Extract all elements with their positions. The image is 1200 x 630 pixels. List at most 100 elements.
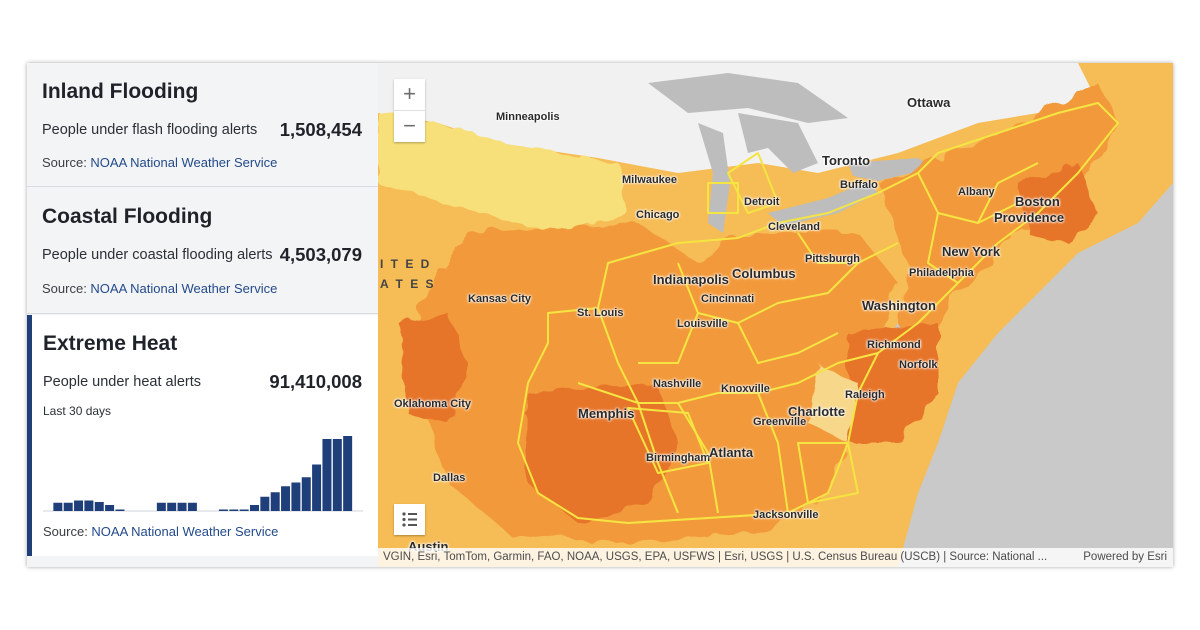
city-label-chicago: Chicago: [636, 209, 680, 221]
chart-bar[interactable]: [94, 502, 104, 511]
chart-bar[interactable]: [177, 502, 187, 511]
source-line: Source: NOAA National Weather Service: [43, 524, 278, 539]
chart-bar[interactable]: [343, 436, 353, 511]
city-label-memphis: Memphis: [578, 406, 635, 421]
chart-bar[interactable]: [74, 500, 84, 512]
chart-period-label: Last 30 days: [43, 404, 112, 418]
city-label-kansas-city: Kansas City: [468, 293, 531, 305]
metric-value: 91,410,008: [269, 371, 362, 392]
city-label-jacksonville: Jacksonville: [753, 509, 819, 521]
chart-bar[interactable]: [105, 505, 115, 511]
heat-alerts-bar-chart: [43, 436, 363, 512]
extreme-heat-card[interactable]: Extreme Heat People under heat alerts 91…: [27, 315, 378, 556]
chart-bar[interactable]: [270, 492, 280, 511]
city-label-milwaukee: Milwaukee: [622, 174, 678, 186]
attribution-text[interactable]: VGIN, Esri, TomTom, Garmin, FAO, NOAA, U…: [383, 551, 1048, 563]
northeast-heat-zone: [878, 83, 1118, 363]
map-canvas[interactable]: I T E D A T E S: [378, 63, 1173, 567]
zoom-in-button[interactable]: +: [394, 79, 425, 111]
city-label-cincinnati: Cincinnati: [701, 293, 755, 305]
chart-bar[interactable]: [239, 509, 249, 512]
city-label-birmingham: Birmingham: [646, 452, 711, 464]
country-label-line1: I T E D: [380, 257, 431, 271]
city-label-buffalo: Buffalo: [840, 179, 878, 191]
city-label-pittsburgh: Pittsburgh: [805, 253, 860, 265]
city-label-washington: Washington: [862, 298, 936, 313]
source-link[interactable]: NOAA National Weather Service: [90, 281, 278, 296]
source-link[interactable]: NOAA National Weather Service: [90, 155, 278, 170]
chart-bar[interactable]: [312, 464, 322, 512]
extreme-heat-zone-1: [398, 313, 468, 423]
chart-bar[interactable]: [322, 439, 332, 511]
source-prefix: Source:: [43, 524, 92, 539]
city-label-oklahoma-city: Oklahoma City: [394, 398, 472, 410]
city-label-st-louis: St. Louis: [577, 307, 624, 319]
city-label-dallas: Dallas: [433, 472, 466, 484]
map-attribution-bar: VGIN, Esri, TomTom, Garmin, FAO, NOAA, U…: [378, 548, 1173, 567]
city-label-atlanta: Atlanta: [709, 445, 754, 460]
city-label-charlotte: Charlotte: [788, 404, 846, 419]
app-frame: Inland Flooding People under flash flood…: [27, 63, 1173, 567]
city-label-knoxville: Knoxville: [721, 383, 770, 395]
inland-flooding-card[interactable]: Inland Flooding People under flash flood…: [27, 63, 378, 187]
extreme-heat-zone-3: [848, 323, 938, 443]
city-label-cleveland: Cleveland: [768, 221, 820, 233]
metric-label: People under flash flooding alerts: [42, 122, 258, 138]
chart-bar[interactable]: [63, 502, 73, 511]
chart-bar[interactable]: [84, 500, 94, 512]
chart-bar[interactable]: [301, 477, 311, 511]
appalachian-light-zone: [808, 363, 858, 443]
source-prefix: Source:: [42, 281, 91, 296]
chart-bar[interactable]: [53, 502, 63, 511]
chart-bar[interactable]: [260, 496, 270, 511]
map-view[interactable]: I T E D A T E S Ottawa Minneapolis Toron…: [378, 63, 1173, 567]
city-label-toronto: Toronto: [822, 153, 871, 168]
canada-region: [378, 63, 1098, 173]
city-label-richmond: Richmond: [867, 339, 921, 351]
city-label-greenville: Greenville: [753, 416, 807, 428]
city-label-nashville: Nashville: [653, 378, 702, 390]
coastal-flooding-card[interactable]: Coastal Flooding People under coastal fl…: [27, 188, 378, 314]
extreme-heat-zone-2: [528, 383, 678, 523]
legend-button[interactable]: [394, 504, 425, 535]
chart-bar[interactable]: [218, 509, 228, 512]
lake-erie: [768, 181, 878, 226]
extreme-heat-zone-4: [1018, 163, 1098, 243]
powered-by-esri[interactable]: Powered by Esri: [1083, 551, 1167, 563]
source-line: Source: NOAA National Weather Service: [42, 281, 277, 296]
lake-ontario: [848, 158, 933, 181]
chart-bar[interactable]: [281, 486, 291, 511]
chart-bar[interactable]: [115, 509, 125, 512]
chart-bar[interactable]: [229, 509, 239, 512]
alert-area-outlines: [517, 102, 1119, 524]
city-label-ottawa: Ottawa: [907, 95, 951, 110]
metric-label: People under coastal flooding alerts: [42, 247, 273, 263]
metric-row: People under flash flooding alerts 1,508…: [42, 119, 362, 143]
source-prefix: Source:: [42, 155, 91, 170]
city-label-providence: Providence: [994, 210, 1065, 225]
city-label-minneapolis: Minneapolis: [496, 111, 560, 123]
chart-bar[interactable]: [187, 502, 197, 511]
city-label-philadelphia: Philadelphia: [909, 267, 974, 279]
metric-row: People under coastal flooding alerts 4,5…: [42, 244, 362, 268]
chart-bar[interactable]: [167, 502, 177, 511]
zoom-control: + −: [394, 79, 425, 142]
chart-bar[interactable]: [250, 505, 259, 511]
city-label-columbus: Columbus: [732, 266, 796, 281]
city-label-indianapolis: Indianapolis: [653, 272, 729, 287]
card-title: Coastal Flooding: [42, 205, 213, 228]
source-line: Source: NOAA National Weather Service: [42, 155, 277, 170]
city-label-norfolk: Norfolk: [899, 359, 938, 371]
metric-label: People under heat alerts: [43, 374, 201, 390]
source-link[interactable]: NOAA National Weather Service: [91, 524, 279, 539]
lake-huron: [738, 113, 818, 173]
chart-bar[interactable]: [332, 439, 342, 511]
chart-bar[interactable]: [291, 482, 301, 512]
metric-row: People under heat alerts 91,410,008: [43, 371, 362, 395]
city-label-raleigh: Raleigh: [845, 389, 885, 401]
zoom-out-button[interactable]: −: [403, 113, 416, 138]
chart-bar[interactable]: [156, 502, 166, 511]
metric-value: 4,503,079: [279, 244, 362, 265]
city-label-new-york: New York: [942, 244, 1001, 259]
metric-value: 1,508,454: [279, 119, 362, 140]
